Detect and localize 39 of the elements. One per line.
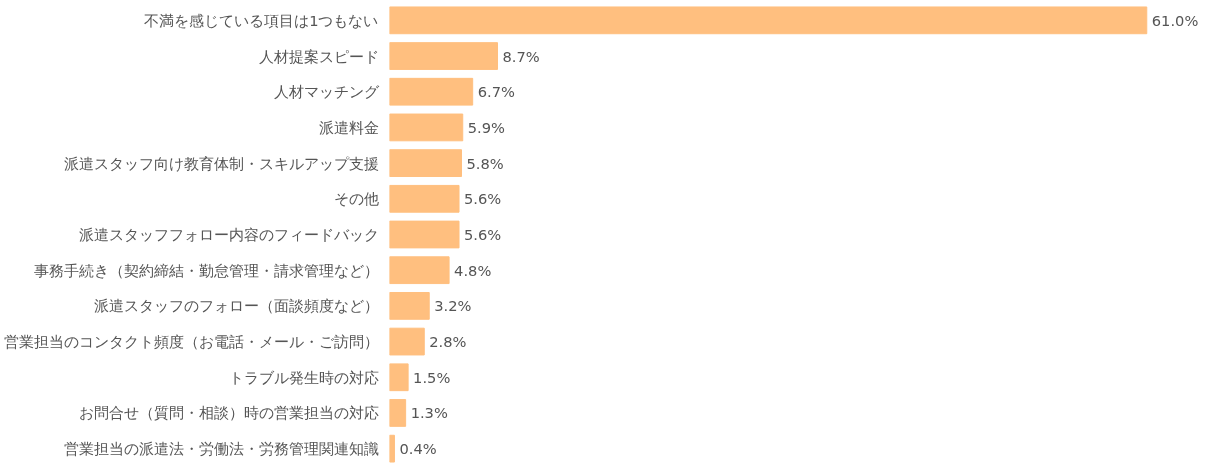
y-tick-label: 派遣料金	[318, 118, 379, 136]
data-label: 61.0%	[1151, 11, 1199, 29]
data-label: 8.7%	[502, 47, 540, 65]
bar	[389, 77, 474, 106]
data-label: 5.6%	[464, 190, 502, 208]
bar	[389, 220, 460, 249]
data-label: 1.5%	[413, 368, 451, 386]
y-tick-label: 事務手続き（契約締結・勤怠管理・請求管理など）	[33, 261, 379, 279]
data-label: 2.8%	[429, 333, 467, 351]
y-tick-label: 派遣スタッフ向け教育体制・スキルアップ支援	[63, 154, 379, 172]
y-tick-label: お問合せ（質問・相談）時の営業担当の対応	[78, 404, 379, 422]
data-label: 1.3%	[410, 404, 448, 422]
y-tick-label: 営業担当のコンタクト頻度（お電話・メール・ご訪問）	[3, 333, 379, 351]
y-tick-label: その他	[333, 190, 379, 208]
bar	[389, 327, 425, 356]
bar	[389, 399, 407, 427]
bar	[389, 42, 498, 70]
bar	[389, 363, 409, 392]
data-label: 5.6%	[464, 226, 502, 243]
y-tick-label: 不満を感じている項目は1つもない	[144, 11, 379, 29]
data-label: 5.9%	[467, 118, 506, 136]
data-label: 5.8%	[466, 154, 504, 172]
y-tick-label: 派遣スタッフフォロー内容のフィードバック	[78, 226, 379, 243]
bar	[389, 434, 395, 463]
bar	[389, 149, 462, 177]
y-tick-label: 派遣スタッフのフォロー（面談頻度など）	[93, 297, 379, 315]
y-tick-label: 人材マッチング	[273, 83, 380, 101]
bar	[389, 184, 460, 213]
y-tick-label: 営業担当の派遣法・労働法・労務管理関連知識	[63, 440, 379, 458]
bar	[389, 256, 450, 285]
data-label: 3.2%	[434, 297, 472, 315]
data-label: 0.4%	[399, 440, 437, 458]
y-tick-label: トラブル発生時の対応	[228, 368, 379, 386]
bar	[389, 113, 464, 142]
data-label: 6.7%	[477, 83, 515, 101]
y-tick-label: 人材提案スピード	[258, 47, 379, 65]
bar	[389, 6, 1148, 35]
data-label: 4.8%	[454, 261, 492, 279]
bar	[389, 292, 430, 320]
